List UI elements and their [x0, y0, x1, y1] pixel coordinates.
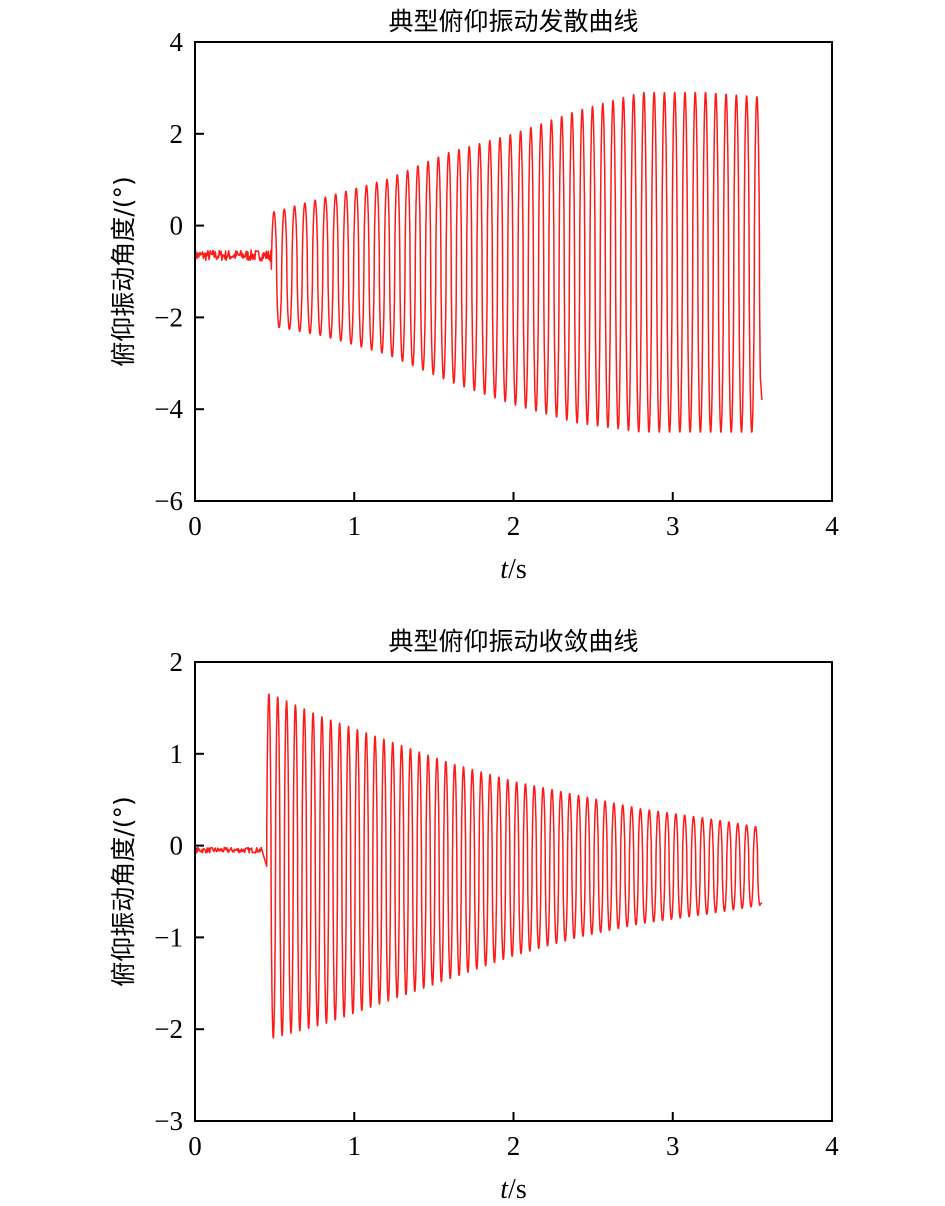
chart-1: 典型俯仰振动发散曲线 0 1 2 3 4 4 2 0 −2 −4 −6 俯仰振动角度/(°) t/s — [109, 7, 839, 585]
x-tick-label: 4 — [825, 1131, 839, 1161]
x-tick-label: 0 — [188, 511, 202, 541]
y-tick-label: 0 — [170, 211, 184, 241]
chart-title: 典型俯仰振动收敛曲线 — [388, 627, 638, 656]
x-tick-label: 4 — [825, 511, 839, 541]
x-tick-label: 3 — [666, 511, 680, 541]
y-axis-label: 俯仰振动角度/(°) — [109, 176, 138, 366]
x-axis-label-unit: /s — [508, 554, 527, 585]
y-tick-label: 0 — [170, 831, 184, 861]
y-tick-label: −2 — [154, 302, 183, 332]
y-tick-label: −6 — [154, 486, 183, 516]
x-tick-label: 1 — [348, 1131, 362, 1161]
y-tick-label: −3 — [154, 1106, 183, 1136]
x-axis-label-variable: t — [500, 554, 509, 585]
x-axis-label-variable: t — [500, 1174, 509, 1205]
x-tick-label: 1 — [348, 511, 362, 541]
y-tick-label: −1 — [154, 922, 183, 952]
series-line-1 — [194, 91, 763, 433]
y-tick-label: 2 — [170, 647, 184, 677]
chart-title: 典型俯仰振动发散曲线 — [388, 7, 638, 36]
x-axis-label: t/s — [500, 1174, 526, 1205]
x-tick-label: 0 — [188, 1131, 202, 1161]
y-tick-label: 2 — [170, 119, 184, 149]
x-tick-label: 2 — [507, 1131, 521, 1161]
chart-2: 典型俯仰振动收敛曲线 0 1 2 3 4 2 1 0 −1 −2 −3 俯仰振动角度/(°) t/s — [109, 627, 839, 1205]
y-tick-label: 1 — [170, 739, 184, 769]
y-tick-label: −4 — [154, 394, 183, 424]
y-tick-label: 4 — [170, 27, 184, 57]
y-tick-label: −2 — [154, 1014, 183, 1044]
x-tick-label: 2 — [507, 511, 521, 541]
y-axis-label: 俯仰振动角度/(°) — [109, 796, 138, 986]
x-axis-label: t/s — [500, 554, 526, 585]
x-tick-label: 3 — [666, 1131, 680, 1161]
series-line-1 — [194, 693, 763, 1039]
x-axis-label-unit: /s — [508, 1174, 527, 1205]
